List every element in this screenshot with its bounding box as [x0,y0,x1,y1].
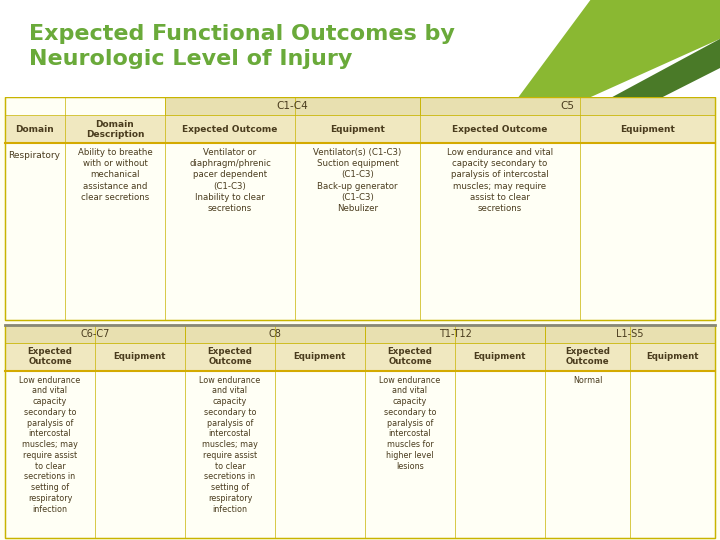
Bar [5,325,185,343]
Bar [420,97,715,115]
Text: Low endurance and vital
capacity secondary to
paralysis of intercostal
muscles; : Low endurance and vital capacity seconda… [447,148,553,213]
Text: Equipment: Equipment [330,125,385,134]
Bar [5,97,715,320]
Bar [5,97,715,320]
Bar [5,325,715,538]
Text: Normal: Normal [573,376,602,384]
Text: Expected
Outcome: Expected Outcome [387,347,433,366]
Polygon shape [518,0,720,97]
Bar [545,325,715,343]
Text: Equipment: Equipment [294,352,346,361]
Bar [365,325,545,343]
Text: C5: C5 [560,101,575,111]
Text: Equipment: Equipment [620,125,675,134]
Text: Ability to breathe
with or without
mechanical
assistance and
clear secretions: Ability to breathe with or without mecha… [78,148,153,202]
Text: Expected Outcome: Expected Outcome [452,125,548,134]
Text: C6-C7: C6-C7 [81,329,109,339]
Bar [185,325,365,343]
Text: Respiratory: Respiratory [8,151,60,160]
Text: Low endurance
and vital
capacity
secondary to
paralysis of
intercostal
muscles f: Low endurance and vital capacity seconda… [379,376,441,471]
Text: Ventilator(s) (C1-C3)
Suction equipment
(C1-C3)
Back-up generator
(C1-C3)
Nebuli: Ventilator(s) (C1-C3) Suction equipment … [313,148,402,213]
Text: Low endurance
and vital
capacity
secondary to
paralysis of
intercostal
muscles; : Low endurance and vital capacity seconda… [19,376,81,514]
Text: Expected Outcome: Expected Outcome [182,125,278,134]
Text: Equipment: Equipment [647,352,698,361]
Bar [5,343,715,370]
Text: Low endurance
and vital
capacity
secondary to
paralysis of
intercostal
muscles; : Low endurance and vital capacity seconda… [199,376,261,514]
Bar [5,325,715,538]
Text: Expected Functional Outcomes by
Neurologic Level of Injury: Expected Functional Outcomes by Neurolog… [29,24,454,69]
Bar [5,115,715,143]
Text: L1-S5: L1-S5 [616,329,644,339]
Text: Domain
Description: Domain Description [86,119,144,139]
Text: C1-C4: C1-C4 [276,101,308,111]
Polygon shape [612,39,720,97]
Bar [165,97,420,115]
Text: Domain: Domain [16,125,55,134]
Text: T1-T12: T1-T12 [438,329,472,339]
Text: C8: C8 [269,329,282,339]
Text: Expected
Outcome: Expected Outcome [27,347,73,366]
Text: Expected
Outcome: Expected Outcome [207,347,253,366]
Text: Equipment: Equipment [114,352,166,361]
Text: Equipment: Equipment [474,352,526,361]
Text: Ventilator or
diaphragm/phrenic
pacer dependent
(C1-C3)
Inability to clear
secre: Ventilator or diaphragm/phrenic pacer de… [189,148,271,213]
Text: Expected
Outcome: Expected Outcome [565,347,610,366]
